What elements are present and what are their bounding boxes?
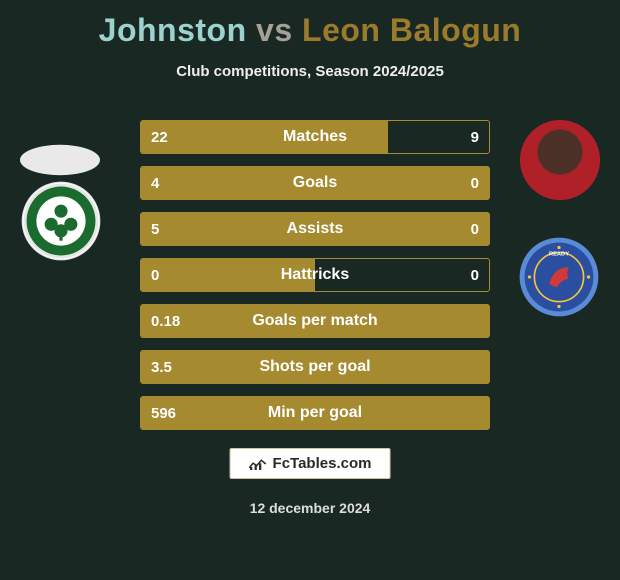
stat-label: Goals per match — [141, 305, 489, 337]
title-player1: Johnston — [99, 12, 247, 48]
stat-row: 4Goals0 — [140, 166, 490, 200]
stat-label: Assists — [141, 213, 489, 245]
subtitle: Club competitions, Season 2024/2025 — [0, 63, 620, 80]
player2-club-badge: READY — [518, 236, 600, 318]
player2-photo — [520, 120, 600, 200]
svg-text:READY: READY — [549, 252, 569, 258]
stat-label: Goals — [141, 167, 489, 199]
stat-right-value: 0 — [471, 259, 479, 291]
stat-row: 0Hattricks0 — [140, 258, 490, 292]
stat-row: 5Assists0 — [140, 212, 490, 246]
date-text: 12 december 2024 — [0, 500, 620, 516]
stat-right-value: 0 — [471, 167, 479, 199]
player2-avatar — [520, 120, 600, 200]
player1-avatar — [20, 145, 100, 175]
page-title: Johnston vs Leon Balogun — [0, 0, 620, 49]
player1-club-badge — [20, 180, 102, 262]
stat-label: Hattricks — [141, 259, 489, 291]
brand-text: FcTables.com — [273, 455, 372, 472]
stat-label: Shots per goal — [141, 351, 489, 383]
brand-icon — [249, 457, 267, 471]
title-player2: Leon Balogun — [302, 12, 521, 48]
stat-right-value: 9 — [471, 121, 479, 153]
stats-panel: 22Matches94Goals05Assists00Hattricks00.1… — [140, 120, 490, 442]
stat-label: Min per goal — [141, 397, 489, 429]
stat-row: 22Matches9 — [140, 120, 490, 154]
brand-badge: FcTables.com — [230, 448, 391, 479]
stat-row: 596Min per goal — [140, 396, 490, 430]
stat-row: 3.5Shots per goal — [140, 350, 490, 384]
stat-label: Matches — [141, 121, 489, 153]
stat-row: 0.18Goals per match — [140, 304, 490, 338]
title-vs: vs — [256, 12, 293, 48]
stat-right-value: 0 — [471, 213, 479, 245]
